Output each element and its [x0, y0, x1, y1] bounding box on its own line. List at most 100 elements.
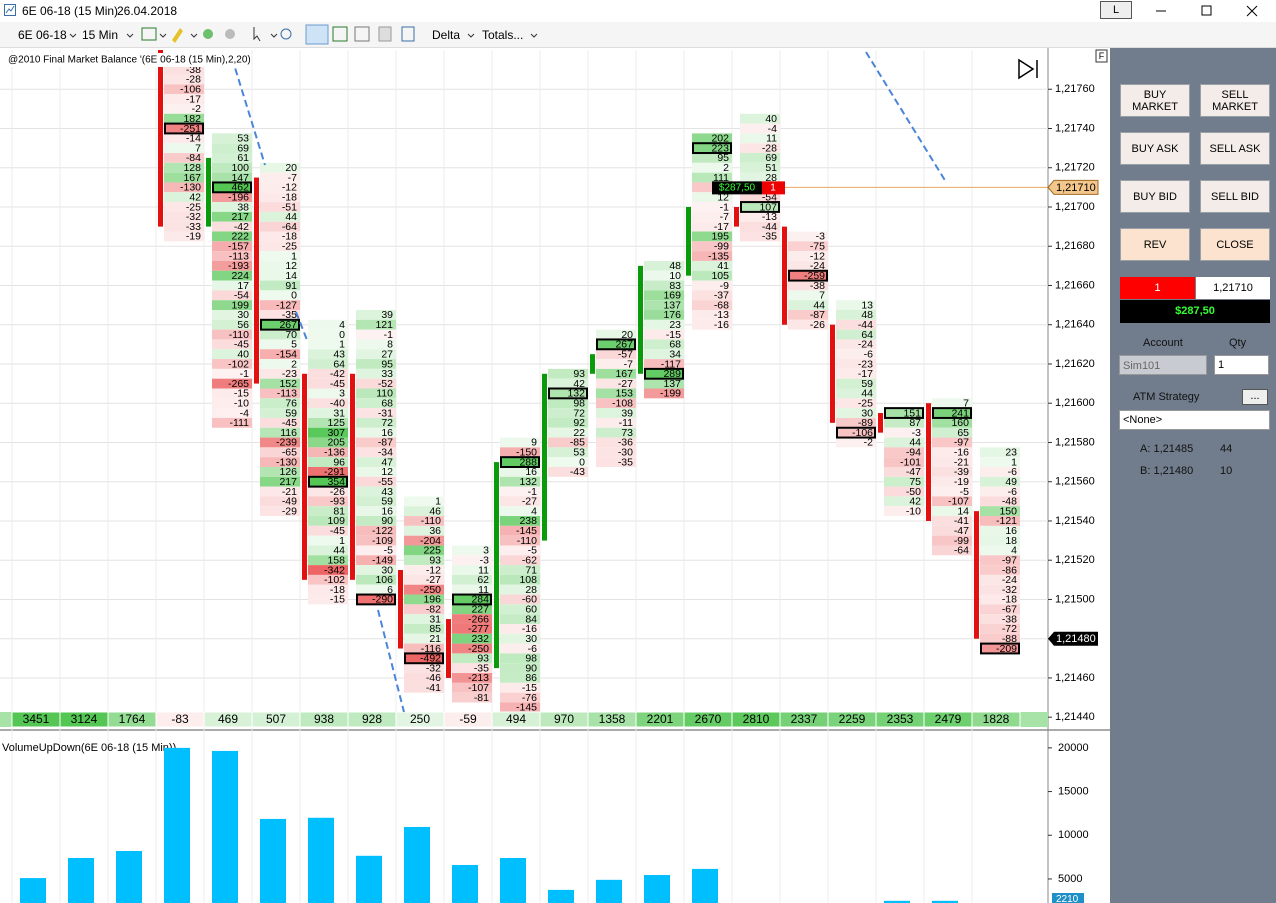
cell-value: 0: [339, 329, 345, 341]
cell-value: 91: [285, 280, 297, 292]
footprint-cell: [836, 417, 876, 428]
cell-value: 90: [381, 515, 393, 527]
cell-value: -12: [426, 564, 441, 576]
footprint-cell: [260, 329, 300, 340]
qty-input[interactable]: 1: [1214, 355, 1269, 375]
cell-value: -86: [1002, 564, 1017, 576]
cell-value: -250: [468, 643, 489, 655]
footprint-cell: [356, 329, 396, 340]
props-icon[interactable]: [401, 26, 415, 42]
cell-value: 462: [231, 182, 249, 194]
order-button[interactable]: REV: [1120, 228, 1190, 261]
cell-value: 3: [483, 545, 489, 557]
cell-value: -13: [714, 309, 729, 321]
footprint-cell: [788, 300, 828, 311]
atm-select[interactable]: <None>: [1119, 410, 1270, 430]
footprint-cell: [692, 192, 732, 203]
footprint-cell: [164, 211, 204, 222]
atm-button[interactable]: ...: [1242, 389, 1268, 405]
zoom-icon[interactable]: [280, 28, 292, 40]
cell-value: -251: [180, 123, 201, 135]
footprint-cell: [260, 270, 300, 281]
footprint-cell: [260, 486, 300, 497]
pointer-icon[interactable]: [253, 27, 261, 42]
footprint-cell: [500, 486, 540, 497]
footprint-cell: [980, 623, 1020, 634]
footprint-cell: [548, 408, 588, 418]
total-value: 2353: [887, 712, 914, 726]
footprint-cell: [308, 594, 348, 605]
candle-body: [782, 226, 787, 325]
remove-icon[interactable]: [225, 29, 235, 39]
cell-value: 61: [237, 152, 249, 164]
interval-select[interactable]: 15 Min: [82, 28, 119, 42]
close-window[interactable]: [1246, 5, 1258, 17]
money-icon[interactable]: [378, 26, 392, 42]
bar-type-icon[interactable]: [141, 27, 157, 41]
cell-value: 53: [237, 133, 249, 145]
window-controls: [1156, 5, 1258, 17]
footprint-cell: [404, 623, 444, 634]
layout-button[interactable]: L: [1100, 1, 1132, 19]
cell-value: 98: [525, 653, 537, 665]
order-button[interactable]: CLOSE: [1200, 228, 1270, 261]
chart-icon[interactable]: [354, 26, 370, 42]
footprint-cell: [788, 241, 828, 252]
cell-value: -55: [378, 476, 393, 488]
order-button[interactable]: SELL ASK: [1200, 132, 1270, 165]
cell-value: 2: [723, 162, 729, 174]
footprint-cell: [884, 506, 924, 517]
order-button[interactable]: BUY BID: [1120, 180, 1190, 213]
candle-icon[interactable]: [332, 26, 348, 42]
footprint-cell: [932, 427, 972, 438]
cell-value: 40: [237, 348, 249, 360]
cell-value: 72: [381, 417, 393, 429]
cell-value: -5: [528, 545, 537, 557]
cell-value: -97: [1002, 554, 1017, 566]
totals-menu[interactable]: Totals...: [482, 28, 524, 42]
cell-value: -196: [228, 191, 249, 203]
order-button[interactable]: BUY MARKET: [1120, 84, 1190, 117]
footprint-cell: [404, 653, 444, 664]
footprint-cell: [404, 604, 444, 615]
cell-value: 92: [573, 417, 585, 429]
draw-icon[interactable]: [172, 28, 183, 43]
corner-label: F: [1099, 51, 1105, 61]
scroll-end-icon[interactable]: [1018, 58, 1038, 80]
footprint-cell: [212, 153, 252, 163]
total-value: 970: [554, 712, 574, 726]
footprint-cell: [500, 535, 540, 546]
footprint-cell: [404, 614, 444, 624]
maximize[interactable]: [1201, 5, 1212, 16]
cell-value: 64: [333, 358, 345, 370]
volume-bar: [212, 750, 238, 903]
trend-line: [295, 311, 308, 341]
order-button[interactable]: SELL MARKET: [1200, 84, 1270, 117]
cell-value: -35: [282, 309, 297, 321]
footprint-cell: [788, 231, 828, 242]
footprint-icon[interactable]: [305, 24, 329, 45]
instrument-select[interactable]: 6E 06-18: [18, 28, 67, 42]
order-button[interactable]: SELL BID: [1200, 180, 1270, 213]
footprint-cell: [452, 682, 492, 693]
order-button[interactable]: BUY ASK: [1120, 132, 1190, 165]
account-select[interactable]: Sim101: [1119, 355, 1207, 375]
footprint-cell: [980, 525, 1020, 536]
footprint-cell: [644, 349, 684, 360]
cell-value: 105: [711, 270, 729, 282]
position-tag-label: 1,21710: [1056, 182, 1096, 194]
total-value: 494: [506, 712, 526, 726]
cell-value: 41: [717, 260, 729, 272]
footprint-cell: [404, 574, 444, 585]
cell-value: 16: [1005, 525, 1017, 537]
footprint-cell: [740, 192, 780, 203]
cell-value: 12: [717, 191, 729, 203]
cell-value: -25: [186, 201, 201, 213]
footprint-cell: [212, 143, 252, 154]
add-icon[interactable]: [203, 29, 213, 39]
footprint-cell: [596, 329, 636, 340]
cell-value: 307: [327, 427, 345, 439]
cell-value: -54: [762, 191, 777, 203]
delta-menu[interactable]: Delta: [432, 28, 461, 42]
cell-value: 69: [765, 152, 777, 164]
